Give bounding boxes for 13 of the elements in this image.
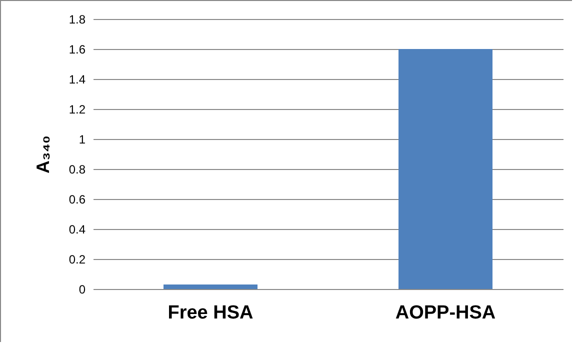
- y-tick-label: 1.4: [68, 72, 86, 86]
- y-tick-label: 0.2: [68, 252, 86, 266]
- y-tick-label: 0.4: [68, 222, 86, 236]
- y-tick-label: 0.6: [68, 192, 86, 206]
- y-tick-label: 1.2: [68, 102, 86, 116]
- x-tick-label: Free HSA: [168, 302, 254, 324]
- y-tick-label: 1: [78, 132, 86, 146]
- y-tick-label: 0: [78, 282, 86, 296]
- y-tick-label: 0.8: [68, 162, 86, 176]
- y-tick-label: 1.6: [68, 42, 86, 56]
- x-tick-label: AOPP-HSA: [395, 302, 496, 324]
- y-axis-title: A₃₄₀: [32, 135, 53, 174]
- y-tick-label: 1.8: [68, 12, 86, 26]
